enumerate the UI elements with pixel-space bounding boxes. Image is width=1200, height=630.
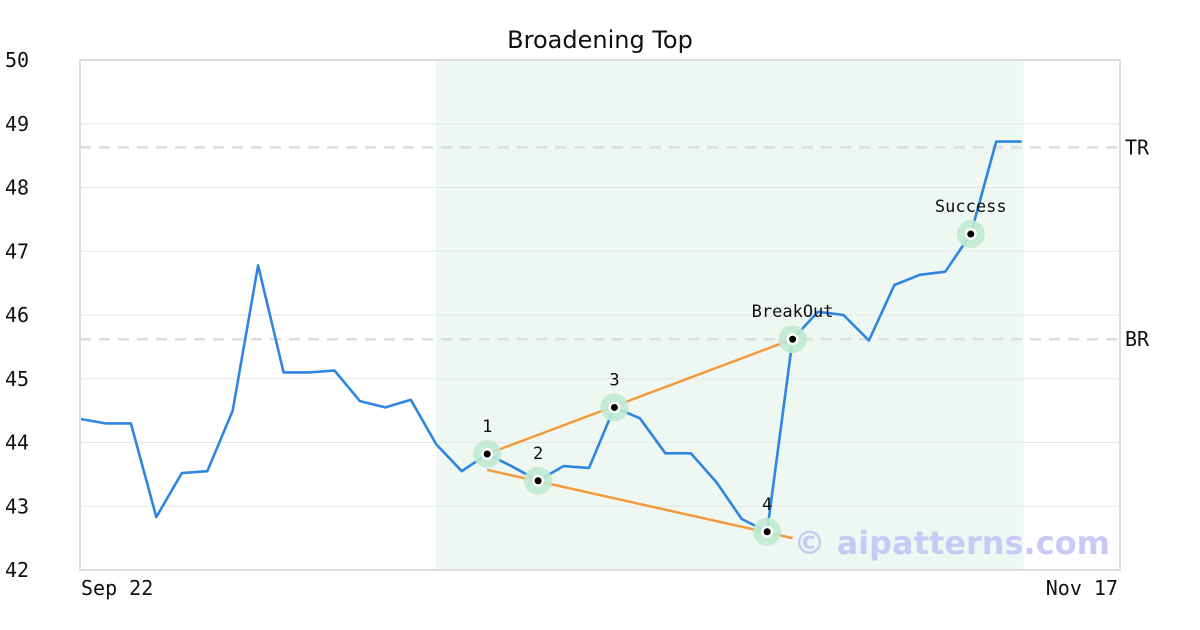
marker-label: 3	[609, 370, 619, 390]
trendline	[486, 338, 794, 456]
level-label-br: BR	[1125, 327, 1150, 351]
plot-frame	[79, 59, 1121, 571]
marker-label: Success	[935, 197, 1007, 217]
level-label-tr: TR	[1125, 135, 1150, 159]
marker-label: BreakOut	[752, 302, 834, 322]
y-tick-label: 45	[5, 367, 29, 391]
price-line	[79, 140, 1022, 533]
x-tick-first: Sep 22	[81, 576, 153, 600]
x-tick-last: Nov 17	[1046, 576, 1118, 600]
marker-dot	[789, 335, 797, 343]
marker-label: 1	[482, 417, 492, 437]
y-tick-label: 48	[5, 176, 29, 200]
watermark: © aipatterns.com	[793, 524, 1110, 562]
y-tick-label: 44	[5, 431, 29, 455]
y-tick-label: 43	[5, 494, 29, 518]
chart-title: Broadening Top	[507, 26, 693, 54]
pattern-markers: 1 2 3 4 BreakOut Success	[473, 197, 1007, 546]
marker-dot	[967, 230, 975, 238]
y-tick-label: 46	[5, 303, 29, 327]
y-tick-label: 42	[5, 558, 29, 582]
y-tick-label: 50	[5, 48, 29, 72]
y-tick-label: 47	[5, 239, 29, 263]
marker-label: 4	[762, 495, 772, 515]
marker-dot	[610, 403, 618, 411]
marker-dot	[483, 450, 491, 458]
marker-label: 2	[533, 444, 543, 464]
y-axis-ticks: 42 43 44 45 46 47 48 49 50	[5, 48, 29, 582]
y-tick-label: 49	[5, 112, 29, 136]
marker-dot	[534, 477, 542, 485]
level-lines: TR BR	[80, 135, 1150, 351]
marker-dot	[763, 528, 771, 536]
